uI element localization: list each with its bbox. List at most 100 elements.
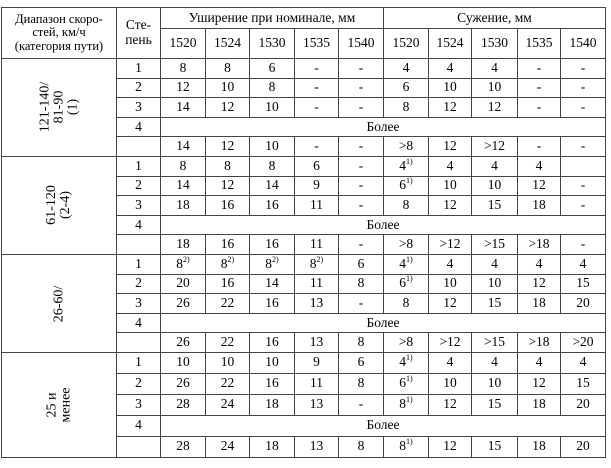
widening-cell: 6: [294, 155, 339, 177]
narrowing-cell: 81): [383, 393, 429, 416]
narrowing-cell: -: [560, 175, 606, 197]
cell-value: >18: [528, 236, 550, 252]
cell-value: 6: [268, 59, 276, 75]
cell-value: 8: [176, 255, 184, 271]
cell-value: 4: [446, 157, 454, 173]
cell-value: -: [358, 99, 364, 115]
cell-value: -: [536, 99, 542, 115]
cell-value: 20: [576, 396, 590, 412]
narrowing-gauge-header: 1540: [560, 28, 606, 59]
widening-cell: 8: [160, 58, 206, 79]
speed-range-group: 26-60/1 82) 82) 82) 82) 6 41) 4 4 4 4 2 20 16 14 11 8 61)…: [1, 253, 606, 353]
cell-value: 8: [357, 375, 365, 391]
widening-cell: 16: [205, 234, 250, 255]
cell-value: -: [358, 157, 364, 173]
widening-cell: 8: [249, 77, 295, 99]
more-label: Более: [160, 414, 606, 437]
widening-cell: -: [338, 293, 384, 314]
table-row: 4 Более: [2, 116, 606, 138]
widening-cell: 8: [338, 435, 384, 458]
cell-value: 12: [532, 275, 546, 291]
narrowing-cell: 18: [517, 435, 561, 458]
widening-cell: 82): [160, 253, 206, 275]
widening-cell: 82): [205, 253, 250, 275]
cell-value: 15: [487, 197, 502, 213]
widening-cell: 28: [160, 435, 206, 458]
widening-cell: 14: [160, 97, 206, 118]
cell-value: 18: [532, 197, 546, 213]
table-row: 2 12 10 8 - - 6 10 10 - -: [2, 77, 606, 99]
widening-cell: 8: [338, 372, 384, 395]
narrowing-cell: 8: [383, 97, 429, 118]
narrowing-cell: -: [560, 97, 606, 118]
range-column-header: Диапазон скоро- стей, км/ч (категория пу…: [1, 7, 117, 59]
cell-value: -: [358, 197, 364, 213]
cell-value: -: [580, 79, 586, 95]
widening-cell: 16: [249, 195, 295, 216]
cell-value: 22: [220, 295, 235, 310]
widening-cell: 18: [160, 195, 206, 216]
narrowing-cell: -: [517, 97, 561, 118]
narrowing-cell: 15: [560, 372, 606, 395]
cell-value: 12: [220, 99, 235, 115]
narrowing-cell: -: [517, 58, 561, 79]
widening-cell: -: [338, 393, 384, 416]
cell-value: 15: [576, 375, 590, 391]
widening-cell: 11: [294, 273, 339, 295]
narrowing-cell: 4: [428, 58, 472, 79]
cell-value: 1: [135, 354, 142, 370]
narrowing-cell: 81): [383, 435, 429, 458]
degree-cell: 3: [116, 393, 161, 416]
cell-value: 14: [176, 138, 190, 154]
footnote-mark: 2): [272, 254, 279, 264]
widening-cell: 8: [205, 155, 250, 177]
cell-value: 18: [265, 396, 279, 412]
cell-value: 3: [135, 396, 142, 412]
cell-value: 18: [532, 438, 546, 454]
speed-range-cell: 121-140/ 81-90 (1): [1, 58, 117, 157]
widening-cell: 14: [249, 175, 295, 197]
cell-value: 4: [446, 354, 454, 370]
cell-value: 12: [532, 177, 546, 193]
cell-value: -: [314, 138, 319, 154]
widening-cell: -: [338, 77, 384, 99]
narrowing-cell: 12: [428, 293, 472, 314]
narrowing-cell: 4: [517, 253, 561, 275]
cell-value: >8: [398, 334, 414, 350]
cell-value: 9: [313, 177, 320, 193]
cell-value: 22: [220, 375, 235, 391]
footnote-mark: 1): [406, 156, 413, 166]
narrowing-cell: >18: [517, 332, 561, 353]
cell-value: 4: [579, 354, 587, 370]
cell-value: -: [314, 99, 319, 115]
narrowing-cell: 15: [471, 195, 518, 216]
widening-cell: 11: [294, 195, 339, 216]
cell-value: 6: [399, 275, 407, 291]
cell-value: >8: [398, 138, 414, 154]
more-label: Более: [160, 312, 606, 334]
narrowing-cell: -: [560, 77, 606, 99]
cell-value: 20: [576, 438, 590, 454]
speed-range-group: 25 и менее 1 10 10 10 9 6 41) 4 4 4 4 2 26 22 16 11 8 61) 1…: [1, 351, 606, 458]
cell-value: 13: [309, 438, 324, 454]
cell-value: 16: [265, 197, 279, 213]
narrowing-cell: >8: [383, 332, 429, 353]
cell-value: 6: [313, 157, 320, 173]
narrowing-cell: 15: [471, 393, 518, 416]
cell-value: 10: [487, 375, 502, 391]
cell-value: 8: [268, 79, 276, 95]
table-row: 25 и менее 1 10 10 10 9 6 41) 4 4 4 4: [1, 351, 606, 458]
cell-value: 16: [220, 236, 235, 252]
speed-range-cell: 26-60/: [1, 253, 117, 353]
cell-value: -: [358, 177, 364, 193]
speed-range-label: 26-60/: [51, 285, 66, 323]
cell-value: 10: [220, 79, 235, 95]
degree-cell: 2: [116, 273, 161, 295]
narrowing-cell: >8: [383, 136, 429, 157]
degree-cell: [116, 332, 161, 353]
narrowing-cell: 61): [383, 273, 429, 295]
cell-value: 8: [224, 59, 231, 75]
cell-value: 28: [176, 438, 190, 454]
narrowing-cell: >18: [517, 234, 561, 255]
widening-cell: -: [338, 155, 384, 177]
